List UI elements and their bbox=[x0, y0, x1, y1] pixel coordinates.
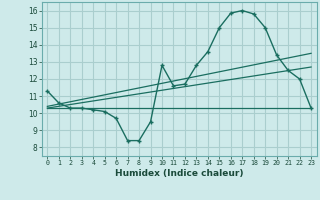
X-axis label: Humidex (Indice chaleur): Humidex (Indice chaleur) bbox=[115, 169, 244, 178]
